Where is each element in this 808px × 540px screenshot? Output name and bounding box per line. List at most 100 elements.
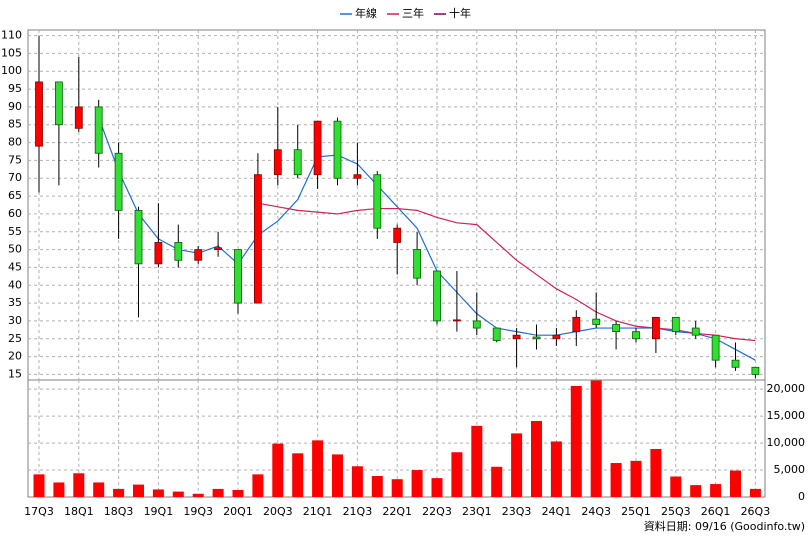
volume-bar [351,466,363,497]
candle-body [572,316,581,333]
volume-bar [431,478,443,497]
volume-bar [630,460,642,497]
legend-label: 三年 [402,6,424,20]
candle-body [333,120,342,179]
candle-body [253,174,262,304]
volume-bar [550,441,562,497]
x-tick-label: 20Q1 [223,505,253,518]
y-tick-label: 75 [8,153,22,166]
volume-bar [312,440,324,497]
volume-bar [730,470,741,497]
y-tick-label: 70 [8,171,22,184]
x-tick-label: 18Q1 [64,505,94,518]
candle-body [35,81,43,147]
candle-body [452,319,461,322]
volume-bar [690,485,702,497]
candle-body [711,334,720,361]
y-tick-label: 35 [8,296,22,309]
candle-body [751,366,760,375]
legend-label: 十年 [449,6,471,20]
x-tick-label: 24Q1 [542,505,572,518]
y-tick-label: 80 [8,136,22,149]
y-tick-label: 85 [8,118,22,131]
candle-body [353,174,362,179]
x-tick-label: 21Q3 [343,505,373,518]
volume-bar [252,474,264,497]
candle-body [214,247,223,250]
candle-body [393,227,402,243]
candle-body [512,334,521,340]
y-tick-label: 20 [8,350,22,363]
x-tick-label: 24Q3 [581,505,611,518]
candle-body [691,327,700,336]
y2-tick-label: 20,000 [767,382,806,395]
volume-bar [650,449,662,497]
candle-body [433,270,441,322]
line-series [98,117,756,361]
x-tick-label: 22Q1 [382,505,412,518]
x-tick-label: 21Q1 [303,505,333,518]
candle-body [472,320,481,329]
candle-body [373,174,382,229]
legend-label: 年線 [355,6,377,20]
volume-bar [670,476,682,497]
y-tick-label: 45 [8,260,22,273]
volume-bar [53,482,65,497]
y-tick-label: 25 [8,332,22,345]
x-tick-label: 22Q3 [422,505,452,518]
volume-bar [710,484,722,497]
candle-body [114,152,123,211]
volume-bar [590,380,602,497]
volume-bar [411,470,423,497]
candle-body [134,209,143,265]
candle-body [592,318,601,325]
volume-bar [192,493,204,497]
volume-bar [570,385,582,497]
candle-body [552,334,561,340]
footnote: 資料日期: 09/16 (Goodinfo.tw) [644,519,805,533]
volume-bar [272,443,284,497]
x-tick-label: 25Q1 [621,505,651,518]
y-tick-label: 95 [8,82,22,95]
volume-bar [749,488,761,497]
volume-bar [371,475,383,497]
x-tick-label: 26Q1 [701,505,731,518]
volume-bar [531,420,542,497]
x-tick-label: 19Q3 [183,505,213,518]
volume-bar [113,488,125,497]
candle-body [652,316,660,340]
y2-tick-label: 15,000 [767,409,806,422]
candle-body [293,149,302,176]
candle-body [174,242,183,261]
volume-bar [491,466,503,497]
candle-body [632,331,640,340]
y2-tick-label: 10,000 [767,436,806,449]
candle-body [671,316,680,333]
candle-body [234,249,242,304]
candle-body [194,249,203,261]
y-tick-label: 50 [8,243,22,256]
volume-bar [73,473,85,497]
volume-bar [232,489,244,497]
candle-body [413,249,422,279]
candle-body [492,327,501,341]
x-tick-label: 20Q3 [263,505,293,518]
y-tick-label: 110 [1,29,22,42]
volume-bar [152,489,164,497]
y-tick-label: 65 [8,189,22,202]
x-tick-label: 26Q3 [741,505,771,518]
volume-bar [332,454,343,497]
volume-bar [292,453,304,497]
candle-body [94,106,103,154]
line-series [257,202,756,342]
x-tick-label: 19Q1 [144,505,174,518]
volume-bar [172,491,184,497]
x-tick-label: 25Q3 [661,505,691,518]
x-tick-label: 23Q3 [502,505,532,518]
y-tick-label: 15 [8,367,22,380]
x-tick-label: 17Q3 [24,505,54,518]
volume-bar [93,482,105,497]
volume-bar [33,474,45,497]
candle-body [55,81,63,126]
